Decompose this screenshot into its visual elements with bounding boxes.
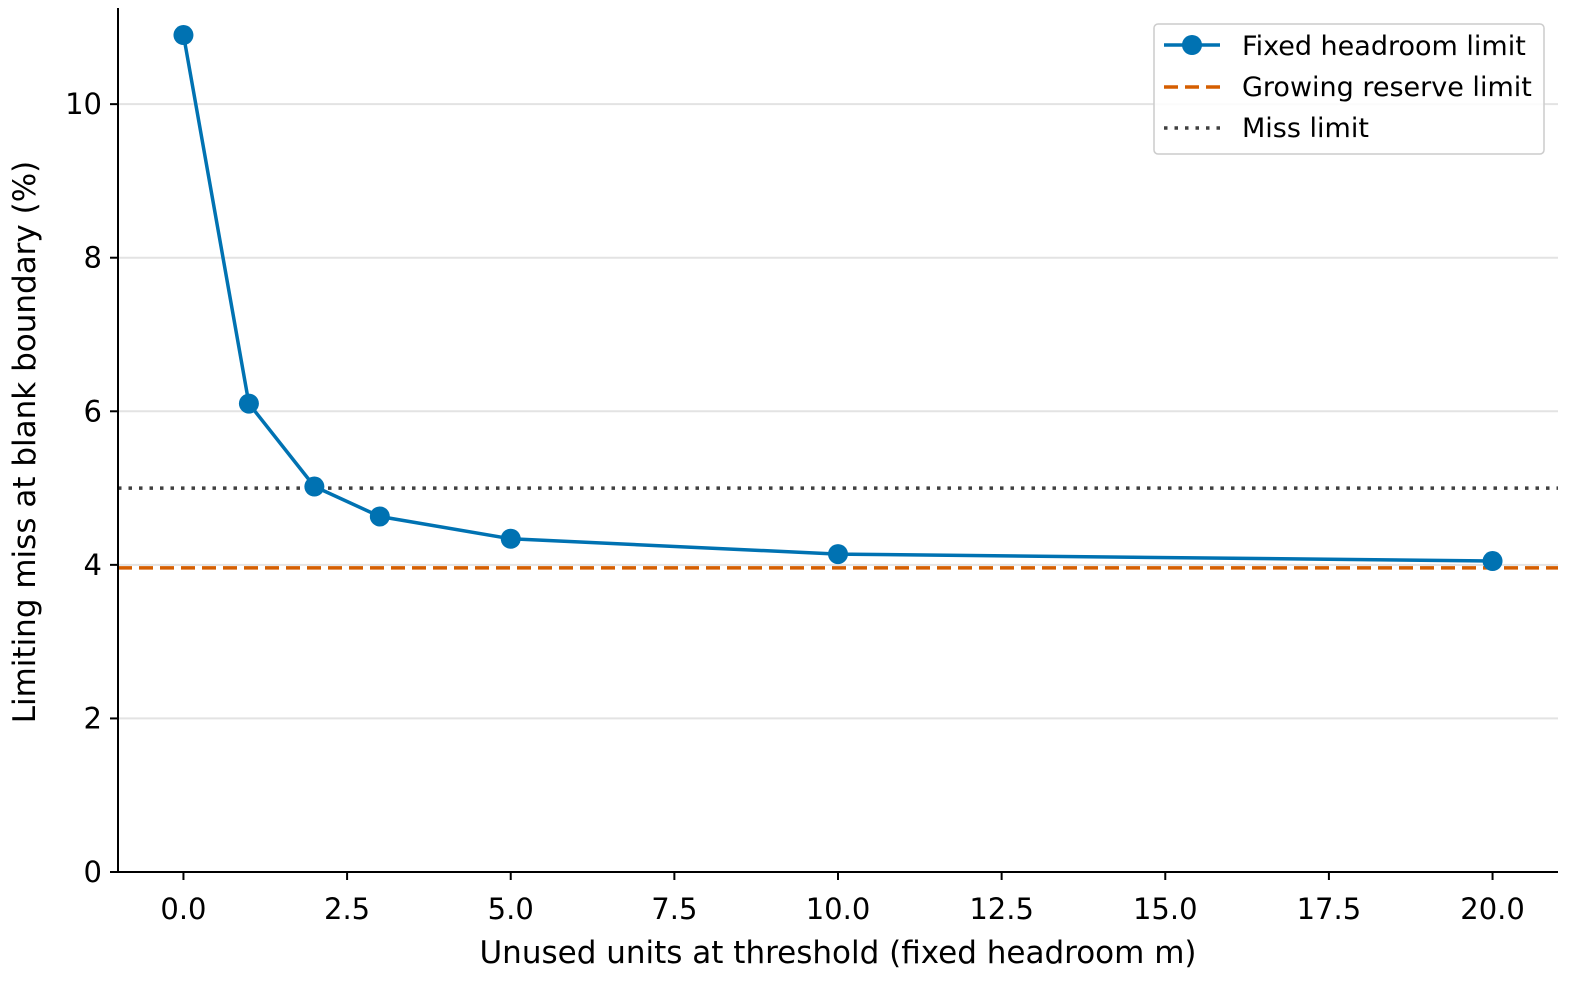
- x-tick-label: 20.0: [1460, 892, 1525, 926]
- x-tick-label: 0.0: [160, 892, 206, 926]
- x-tick-label: 15.0: [1133, 892, 1198, 926]
- legend-label-growing-reserve: Growing reserve limit: [1242, 72, 1532, 103]
- data-point: [1482, 551, 1503, 572]
- gridlines: [118, 103, 1558, 720]
- y-tick-label: 4: [84, 548, 102, 582]
- legend-marker-fixed-headroom: [1182, 35, 1202, 55]
- legend: Fixed headroom limit Growing reserve lim…: [1153, 23, 1545, 155]
- legend-label-fixed-headroom: Fixed headroom limit: [1242, 31, 1526, 62]
- x-tick-label: 10.0: [806, 892, 871, 926]
- reference-lines: [118, 486, 1558, 570]
- y-tick-label: 6: [84, 394, 102, 428]
- y-tick-label: 0: [84, 855, 102, 889]
- data-point: [500, 528, 521, 549]
- y-tick-label: 2: [84, 701, 102, 735]
- legend-frame: [1153, 23, 1545, 155]
- data-point: [173, 25, 194, 46]
- x-tick-label: 2.5: [324, 892, 370, 926]
- x-tick-label: 17.5: [1297, 892, 1362, 926]
- data-series: [173, 25, 1503, 572]
- y-tick-label: 10: [65, 87, 102, 121]
- y-tick-label: 8: [84, 241, 102, 275]
- legend-label-miss-limit: Miss limit: [1242, 113, 1369, 144]
- axes: [110, 8, 1558, 880]
- tick-labels: 0 2 4 6 8 10 0.0 2.5 5.0 7.5 10.0 12.5 15.0 17.5 20.0: [65, 87, 1525, 926]
- data-point: [238, 393, 259, 414]
- y-axis-label: Limiting miss at blank boundary (%): [7, 161, 43, 724]
- data-point: [828, 544, 848, 565]
- x-tick-label: 12.5: [969, 892, 1034, 926]
- x-tick-label: 5.0: [488, 892, 534, 926]
- x-tick-label: 7.5: [651, 892, 697, 926]
- data-point: [304, 476, 325, 497]
- data-point: [369, 506, 390, 527]
- x-axis-label: Unused units at threshold (fixed headroo…: [479, 935, 1196, 971]
